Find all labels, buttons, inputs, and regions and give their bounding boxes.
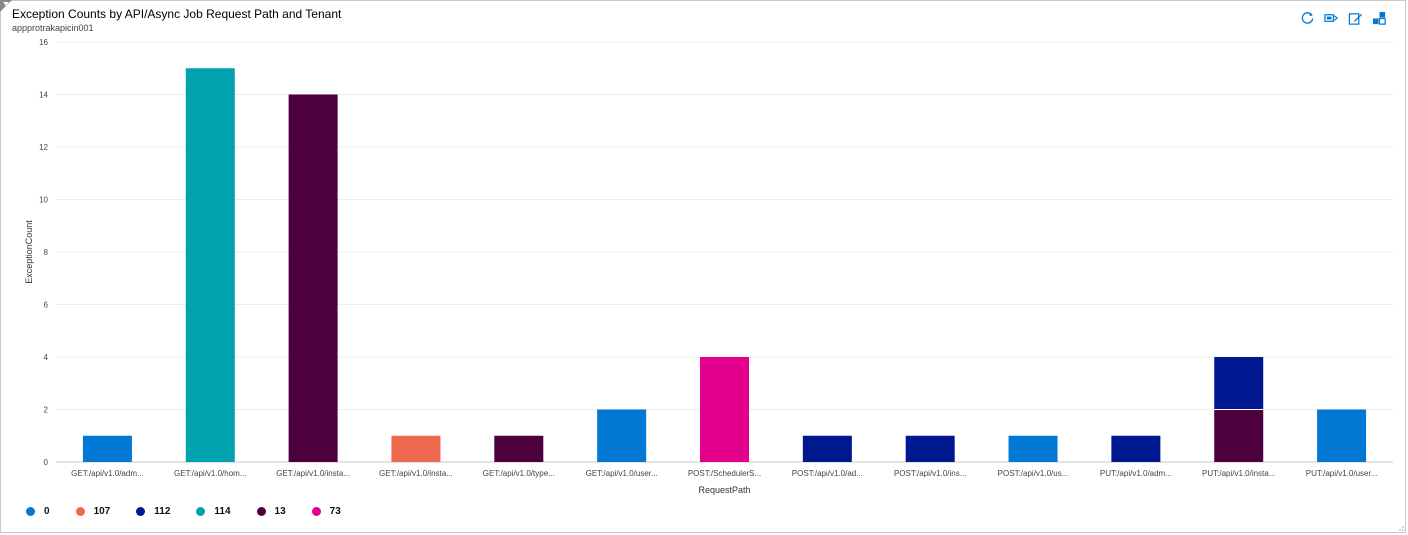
legend-label: 112 [154,506,171,517]
bar[interactable] [185,68,235,462]
query-icon[interactable] [1324,11,1339,26]
legend-item[interactable]: 112 [136,506,170,517]
x-tick-label: POST:/api/v1.0/us... [998,469,1069,478]
y-axis-label: ExceptionCount [24,220,34,284]
bar[interactable] [597,409,647,463]
bar[interactable] [82,435,132,462]
x-tick-label: POST:/SchedulerS... [688,469,761,478]
edit-icon[interactable] [1348,11,1363,26]
pin-to-dashboard-icon[interactable] [1372,11,1387,26]
refresh-icon[interactable] [1300,11,1315,26]
x-tick-label: POST:/api/v1.0/ins... [894,469,966,478]
bar-chart: 0 2 4 6 8 10 12 14 16 ExceptionCount GET:/api/v1.0… [24,38,1393,495]
legend-swatch [256,507,266,516]
chart-subtitle: appprotrakapicin001 [12,23,94,33]
bar[interactable] [1317,409,1367,463]
legend-item[interactable]: 107 [75,506,111,517]
legend-label: 107 [93,506,111,517]
chart-title: Exception Counts by API/Async Job Reques… [12,7,342,21]
resize-grip-icon[interactable] [1398,525,1404,531]
x-tick-label: GET:/api/v1.0/user... [586,469,658,478]
bar[interactable] [494,435,544,462]
x-tick-label: GET:/api/v1.0/hom... [174,469,246,478]
bar[interactable] [1214,409,1264,463]
legend-label: 114 [214,506,231,517]
x-tick-label: GET:/api/v1.0/adm... [71,469,143,478]
bar[interactable] [802,435,852,462]
bar[interactable] [1008,435,1058,462]
x-tick-label: GET:/api/v1.0/type... [483,469,555,478]
x-tick-label: PUT:/api/v1.0/adm... [1100,469,1172,478]
y-tick-label: 12 [39,143,48,152]
legend-swatch [196,507,206,516]
y-tick-label: 0 [44,458,49,467]
bar[interactable] [700,357,749,462]
bar[interactable] [905,435,955,462]
legend-swatch [136,507,146,516]
y-tick-label: 8 [44,248,49,257]
y-tick-label: 6 [44,301,49,310]
bar[interactable] [1214,357,1264,410]
y-tick-label: 2 [44,406,49,415]
legend-item[interactable]: 114 [196,506,231,517]
legend-swatch [26,507,35,516]
legend-swatch [311,507,321,516]
legend-label: 13 [274,506,286,517]
legend-label: 0 [44,506,50,517]
legend-item[interactable]: 13 [256,506,286,517]
bar[interactable] [1111,435,1161,462]
y-tick-label: 14 [39,91,48,100]
chart-legend: 0 107 112 114 13 73 [26,506,367,517]
legend-swatch [75,507,85,516]
bar[interactable] [288,94,338,463]
y-tick-label: 10 [39,196,48,205]
x-tick-label: PUT:/api/v1.0/user... [1306,469,1378,478]
bar[interactable] [391,435,441,462]
y-tick-label: 16 [39,38,48,47]
chart-toolbar [1300,11,1387,26]
filter-corner-icon[interactable] [0,0,12,12]
y-tick-label: 4 [44,353,49,362]
legend-label: 73 [329,506,341,517]
legend-item[interactable]: 73 [311,506,341,517]
x-tick-label: GET:/api/v1.0/insta... [379,469,453,478]
x-tick-label: POST:/api/v1.0/ad... [792,469,863,478]
x-tick-label: PUT:/api/v1.0/insta... [1202,469,1275,478]
x-tick-label: GET:/api/v1.0/insta... [276,469,350,478]
x-axis-label: RequestPath [698,485,750,495]
legend-item[interactable]: 0 [26,506,50,517]
